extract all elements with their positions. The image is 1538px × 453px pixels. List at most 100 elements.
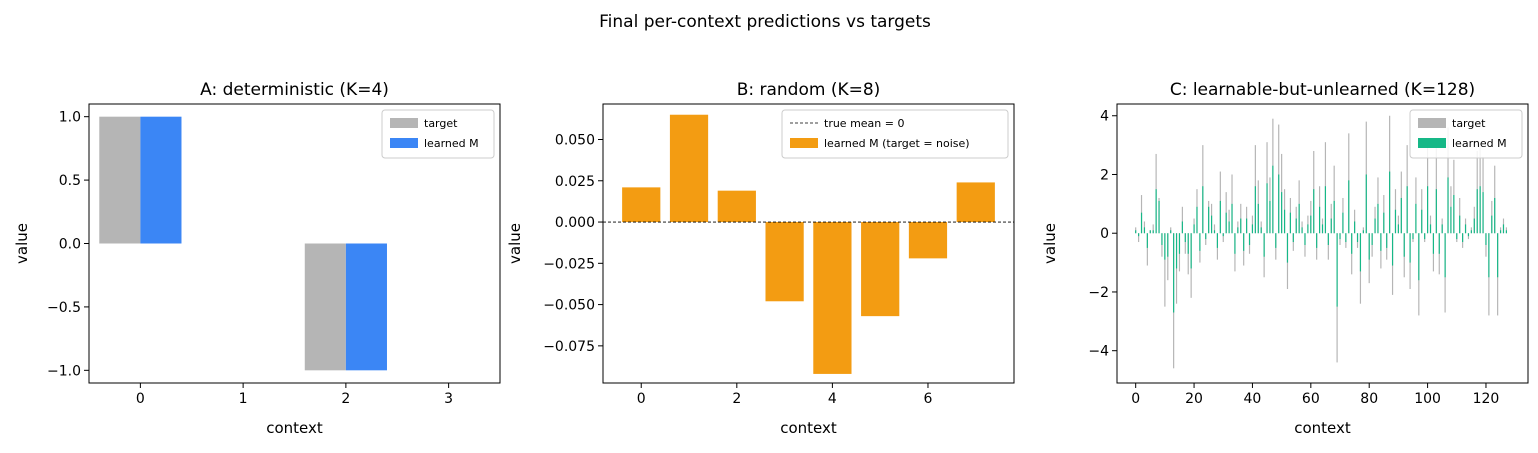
legend-label: true mean = 0 (824, 117, 904, 130)
bar-learned-28 (1216, 233, 1218, 248)
bar-learned-62 (1316, 233, 1318, 248)
bar-learned-122 (1491, 215, 1493, 234)
bar-learned-11 (1167, 233, 1169, 257)
x-tick-label: 20 (1185, 391, 1203, 407)
bar-learned-74 (1351, 233, 1353, 254)
bar-learned-21 (1196, 206, 1198, 234)
bar-learned-37 (1243, 233, 1245, 251)
bar-learned-119 (1482, 192, 1484, 234)
bar-learned-82 (1374, 218, 1376, 234)
y-tick-label: 0.000 (555, 215, 595, 231)
x-tick-label: 4 (828, 391, 837, 407)
bar-learned-51 (1283, 209, 1286, 234)
bar-learned-43 (1260, 227, 1262, 234)
legend: target learned M (381, 109, 495, 159)
bar-learned-69 (1336, 233, 1338, 307)
bar-learned-42 (1257, 203, 1259, 234)
y-tick-label: −0.050 (543, 298, 595, 314)
bar-learned-61 (1313, 189, 1315, 234)
bar-learned-54 (1292, 233, 1294, 243)
y-tick-label: −4 (1088, 344, 1109, 360)
bar-learned-109 (1453, 195, 1455, 234)
bar-learned-2 (345, 243, 387, 371)
bar-target-68 (1333, 165, 1335, 234)
bar-learned-56 (1298, 203, 1300, 234)
bar-target-6 (1152, 224, 1154, 234)
bar-learned-97 (1418, 233, 1420, 281)
chart-panel-0: 0 1 2 3 −1.0 −0.5 0.0 0.5 1.0 context value A: dete… (13, 80, 501, 437)
bar-target-0 (99, 116, 141, 244)
bar-learned-14 (1175, 233, 1178, 269)
bar-learned-125 (1499, 230, 1502, 234)
bar-learned-78 (1362, 230, 1364, 234)
bar-learned-73 (1348, 180, 1350, 234)
bar-learned-24 (1205, 233, 1207, 240)
bar-learned-31 (1225, 212, 1227, 234)
y-axis-label: value (13, 223, 31, 264)
x-tick-label: 0 (136, 391, 145, 407)
bar-target-10 (1164, 233, 1166, 307)
legend-swatch (1418, 118, 1446, 128)
legend-swatch (390, 138, 418, 148)
bar-learned-108 (1450, 206, 1452, 234)
bar-learned-36 (1240, 218, 1242, 234)
bar-learned-92 (1403, 233, 1405, 257)
x-tick-label: 2 (732, 391, 741, 407)
bar-learned-112 (1462, 233, 1464, 243)
bar-learned-52 (1286, 233, 1289, 263)
bar-target-70 (1339, 233, 1341, 245)
bar-learned-5 (1149, 230, 1151, 234)
bar-learned-45 (1266, 183, 1268, 234)
bar-learned-90 (1397, 224, 1399, 234)
bar-learned-83 (1377, 203, 1379, 234)
bar-learned-4 (1146, 233, 1148, 248)
x-tick-label: 3 (444, 391, 453, 407)
x-tick-label: 80 (1360, 391, 1378, 407)
bar-learned-88 (1391, 233, 1394, 266)
bar-target-27 (1213, 224, 1216, 234)
bar-learned-18 (1187, 233, 1189, 254)
bar-learned-60 (1310, 215, 1312, 234)
legend-label: learned M (target = noise) (824, 137, 970, 150)
bar-learned-2 (717, 190, 756, 223)
panel-title: A: deterministic (K=4) (200, 80, 389, 100)
bar-target-2 (304, 243, 346, 371)
bar-learned-13 (1173, 233, 1175, 313)
bar-learned-7 (956, 182, 995, 223)
x-tick-label: 120 (1473, 391, 1500, 407)
y-tick-label: −0.5 (47, 300, 81, 316)
bar-learned-98 (1421, 209, 1423, 234)
bar-learned-41 (1254, 186, 1256, 234)
bar-learned-2 (1140, 212, 1143, 234)
axes-frame (1116, 103, 1529, 384)
y-axis-label: value (1041, 223, 1059, 264)
bar-target-11 (1167, 233, 1169, 281)
bar-learned-124 (1497, 233, 1499, 278)
bar-learned-80 (1368, 233, 1370, 260)
bar-learned-72 (1345, 233, 1347, 243)
bar-learned-68 (1333, 200, 1335, 234)
bar-learned-16 (1181, 221, 1183, 234)
bar-target-4 (1146, 233, 1148, 266)
axes-frame (602, 103, 1015, 384)
panel-title: C: learnable-but-unlearned (K=128) (1170, 80, 1475, 100)
bar-learned-101 (1429, 224, 1432, 234)
bar-learned-47 (1272, 165, 1274, 234)
bar-learned-89 (1394, 209, 1397, 234)
bar-learned-114 (1467, 233, 1470, 237)
x-tick-label: 40 (1244, 391, 1262, 407)
bar-learned-0 (622, 187, 661, 223)
bar-learned-93 (1406, 186, 1408, 234)
bar-learned-44 (1263, 233, 1265, 257)
bar-learned-121 (1488, 233, 1490, 278)
y-tick-label: 1.0 (59, 110, 81, 126)
legend-label: learned M (424, 137, 479, 150)
bar-learned-50 (1281, 192, 1283, 234)
bar-target-17 (1184, 233, 1186, 254)
bar-learned-33 (1231, 203, 1233, 234)
bar-learned-1 (1138, 233, 1140, 237)
chart-panel-1: 0 2 4 6 −0.075 −0.050 −0.025 0.000 0.025 0.050 con… (506, 80, 1015, 437)
bar-learned-39 (1248, 233, 1251, 245)
